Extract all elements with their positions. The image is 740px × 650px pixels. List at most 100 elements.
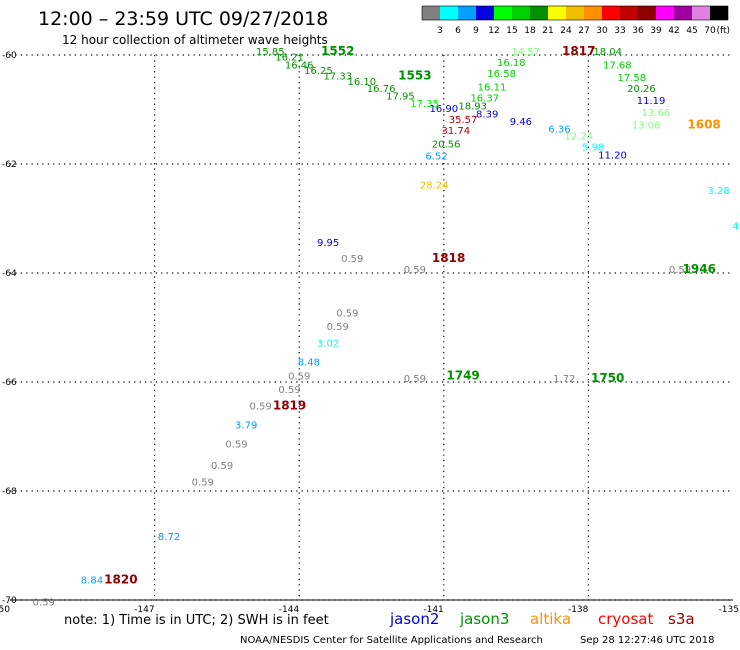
- swh-values: 15.8516.2116.4616.2517.3316.1016.7617.95…: [33, 47, 739, 608]
- y-tick-label: -66: [2, 378, 17, 388]
- colorbar-label: 12: [488, 26, 499, 36]
- legend-item-s3a: s3a: [668, 610, 695, 628]
- swh-value: 0.59: [192, 478, 214, 489]
- footer-timestamp: Sep 28 12:27:46 UTC 2018: [580, 635, 714, 646]
- swh-value: 16.90: [429, 104, 458, 115]
- colorbar-label: 3: [437, 26, 443, 36]
- swh-value: 0.59: [404, 374, 426, 385]
- pass-time-label: 1749: [446, 368, 479, 382]
- colorbar-label: 45: [686, 26, 697, 36]
- legend-item-cryosat: cryosat: [598, 610, 653, 628]
- swh-value: 8.48: [298, 358, 320, 369]
- chart-subtitle: 12 hour collection of altimeter wave hei…: [62, 33, 328, 47]
- swh-value: 4: [732, 221, 738, 232]
- swh-value: 18.04: [593, 47, 622, 58]
- swh-value: 5.98: [582, 142, 604, 153]
- swh-value: 1.72: [553, 374, 575, 385]
- colorbar-label: 18: [524, 26, 536, 36]
- swh-value: 0.59: [288, 371, 310, 382]
- colorbar-swatch: [602, 6, 620, 20]
- colorbar-label: 30: [596, 26, 608, 36]
- colorbar-frame: [421, 5, 729, 21]
- swh-value: 11.20: [598, 151, 627, 162]
- pass-time-labels: 1552 1553 1817 1608 1946 1818 1749 1750 1819 1820: [104, 44, 721, 587]
- swh-value: 0.59: [336, 309, 358, 320]
- pass-time-label: 1552: [321, 44, 354, 58]
- colorbar-unit: (ft): [716, 26, 730, 36]
- swh-value: 12.24: [564, 131, 593, 142]
- swh-value: 16.58: [487, 69, 516, 80]
- colorbar-swatch: [710, 6, 728, 20]
- swh-value: 0.59: [278, 385, 300, 396]
- swh-value: 16.25: [304, 66, 333, 77]
- swh-value: 13.66: [642, 108, 671, 119]
- colorbar-swatch: [674, 6, 692, 20]
- swh-value: 16.11: [478, 82, 507, 93]
- swh-value: 0.59: [225, 439, 247, 450]
- x-tick-label: -135: [719, 605, 739, 615]
- colorbar-swatch: [692, 6, 710, 20]
- colorbar-swatch: [476, 6, 494, 20]
- colorbar-label: 24: [560, 26, 572, 36]
- colorbar-swatch: [422, 6, 440, 20]
- y-tick-label: -64: [2, 269, 17, 279]
- colorbar-swatch: [440, 6, 458, 20]
- swh-value: 13.06: [632, 121, 661, 132]
- x-axis-ticks: -150 -147 -144 -141 -138 -135: [0, 605, 739, 615]
- colorbar-swatch: [656, 6, 674, 20]
- swh-value: 9.46: [510, 117, 532, 128]
- swh-value: 0.59: [250, 401, 272, 412]
- colorbar-swatch: [530, 6, 548, 20]
- pass-time-label: 1820: [104, 573, 137, 587]
- swh-value: 3.28: [707, 186, 729, 197]
- satellite-legend: jason2 jason3 altika cryosat s3a: [389, 610, 695, 628]
- colorbar-label: 33: [614, 26, 625, 36]
- swh-value: 0.59: [669, 265, 691, 276]
- colorbar-label: 70: [704, 26, 716, 36]
- colorbar-swatch: [548, 6, 566, 20]
- y-tick-label: -60: [2, 51, 17, 61]
- swh-value: 17.95: [386, 92, 415, 103]
- swh-value: 15.85: [256, 47, 285, 58]
- pass-time-label: 1608: [687, 118, 720, 132]
- colorbar-swatch: [638, 6, 656, 20]
- swh-value: 35.57: [449, 115, 478, 126]
- swh-value: 8.39: [476, 110, 498, 121]
- colorbar-label: 6: [455, 26, 461, 36]
- footer-credit: NOAA/NESDIS Center for Satellite Applica…: [240, 635, 543, 646]
- swh-value: 8.84: [81, 576, 103, 587]
- pass-time-label: 1819: [273, 398, 306, 412]
- swh-value: 16.10: [348, 77, 377, 88]
- y-tick-label: -70: [2, 596, 17, 606]
- swh-value: 31.74: [442, 126, 471, 137]
- x-tick-label: -150: [0, 605, 10, 615]
- swh-value: 16.18: [497, 58, 526, 69]
- swh-value: 17.58: [617, 73, 646, 84]
- colorbar-swatch: [458, 6, 476, 20]
- colorbar-label: 39: [650, 26, 662, 36]
- y-axis-ticks: -60 -62 -64 -66 -68 -70: [2, 51, 17, 606]
- chart-title: 12:00 – 23:59 UTC 09/27/2018: [38, 8, 328, 30]
- swh-value: 17.35: [410, 99, 439, 110]
- colorbar-swatch: [494, 6, 512, 20]
- swh-value: 0.59: [404, 265, 426, 276]
- y-tick-label: -68: [2, 487, 17, 497]
- swh-value: 16.46: [285, 61, 314, 72]
- colorbar-label: 42: [668, 26, 679, 36]
- legend-item-jason2: jason2: [389, 610, 439, 628]
- swh-value: 0.59: [341, 254, 363, 265]
- colorbar-swatch: [620, 6, 638, 20]
- y-tick-label: -62: [2, 160, 17, 170]
- swh-value: 0.59: [211, 461, 233, 472]
- colorbar-swatch: [584, 6, 602, 20]
- colorbar-swatch: [566, 6, 584, 20]
- colorbar-swatch: [512, 6, 530, 20]
- colorbar-label: 36: [632, 26, 644, 36]
- swh-value: 6.36: [548, 124, 570, 135]
- pass-time-label: 1553: [398, 69, 431, 83]
- colorbar-label: 27: [578, 26, 589, 36]
- plot-background: [10, 55, 733, 600]
- colorbar-label: 21: [542, 26, 553, 36]
- swh-value: 3.02: [317, 339, 339, 350]
